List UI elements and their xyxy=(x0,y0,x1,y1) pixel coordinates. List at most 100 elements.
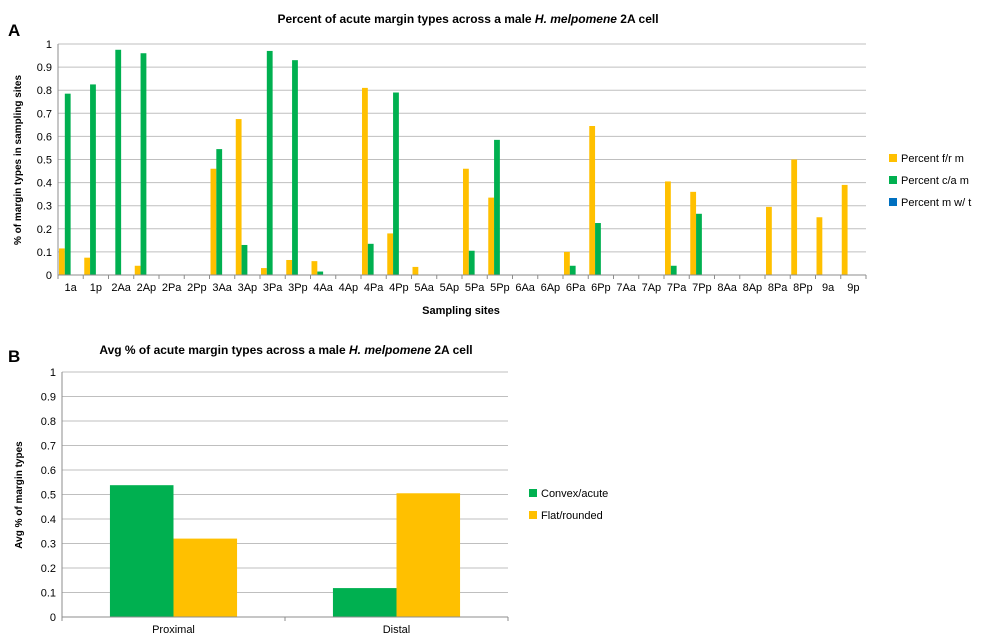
panel-a-x-tick-label: 7Aa xyxy=(616,282,636,294)
panel-a-legend-swatch xyxy=(889,198,897,206)
panel-b-y-tick-label: 0.1 xyxy=(41,588,56,600)
panel-a-y-tick-label: 0.8 xyxy=(37,85,52,97)
panel-a-letter: A xyxy=(8,21,20,40)
panel-a-bar xyxy=(241,244,248,275)
panel-a-bar xyxy=(841,184,848,275)
panel-b-title-post: 2A cell xyxy=(431,343,473,357)
panel-b-letter: B xyxy=(8,347,20,366)
panel-a-y-axis-label: % of margin types in sampling sites xyxy=(13,75,24,245)
panel-a-x-axis-label: Sampling sites xyxy=(422,305,500,317)
panel-b-y-tick-label: 0.8 xyxy=(41,416,56,428)
panel-a-x-tick-label: 7Pp xyxy=(692,282,712,294)
panel-a-x-tick-label: 5Pa xyxy=(465,282,485,294)
panel-a-x-tick-label: 1a xyxy=(65,282,78,294)
panel-a-bar xyxy=(766,206,772,275)
panel-a-bar xyxy=(317,271,324,275)
panel-b-y-axis-label: Avg % of margin types xyxy=(14,441,25,549)
panel-a-bar xyxy=(791,159,798,275)
panel-a-y-tick-label: 1 xyxy=(46,39,52,51)
panel-b-legend-swatch xyxy=(529,511,537,519)
panel-a-chart: 0 0.1 0.2 0.3 0.4 0.5 0.6 0.7 0.8 0.9 1 1a 1p 2Aa 2Ap 2… xyxy=(37,39,972,294)
panel-a-bar xyxy=(494,139,500,275)
panel-a-x-tick-label: 5Pp xyxy=(490,282,510,294)
panel-a-x-tick-label: 5Ap xyxy=(440,282,460,294)
panel-a-x-tick-label: 1p xyxy=(90,282,102,294)
panel-a-x-tick-label: 6Ap xyxy=(541,282,561,294)
panel-a-bar xyxy=(266,50,273,276)
panel-a-bar xyxy=(463,168,469,275)
panel-a-x-tick-label: 5Aa xyxy=(414,282,434,294)
panel-a-legend-swatch xyxy=(889,176,897,184)
panel-a-x-tick-label: 4Pp xyxy=(389,282,409,294)
panel-b-x-tick-label: Proximal xyxy=(152,624,195,636)
panel-a-bar xyxy=(816,217,823,275)
panel-b-y-tick-label: 0.5 xyxy=(41,490,56,502)
panel-b-y-tick-label: 0.9 xyxy=(41,392,56,404)
panel-b-title-pre: Avg % of acute margin types across a mal… xyxy=(99,343,349,357)
panel-a-y-tick-label: 0.3 xyxy=(37,201,52,213)
panel-a-y-tick-label: 0.2 xyxy=(37,224,52,236)
panel-b-y-tick-label: 0.6 xyxy=(41,465,56,477)
panel-a-bar xyxy=(311,261,318,275)
panel-a-x-tick-label: 7Ap xyxy=(642,282,662,294)
panel-a-bar xyxy=(393,92,399,275)
panel-a-bar xyxy=(216,149,223,275)
panel-a-x-tick-label: 3Pp xyxy=(288,282,308,294)
panel-a-x-tick-label: 4Aa xyxy=(313,282,333,294)
panel-b-bar xyxy=(173,538,238,617)
panel-a-bar xyxy=(292,60,298,275)
panel-b-title: Avg % of acute margin types across a mal… xyxy=(99,343,472,357)
panel-b-y-tick-label: 0.7 xyxy=(41,441,56,453)
panel-a-bar xyxy=(595,223,601,275)
panel-b-y-tick-label: 1 xyxy=(50,367,56,379)
panel-a-title-em: H. melpomene xyxy=(535,12,617,26)
panel-a-bar xyxy=(235,119,242,275)
panel-a-bar xyxy=(261,268,267,275)
panel-a-x-tick-label: 2Ap xyxy=(137,282,157,294)
panel-a-x-tick-label: 9p xyxy=(847,282,859,294)
panel-a-legend-label: Percent f/r m xyxy=(901,153,964,165)
panel-a-legend-label: Percent c/a m xyxy=(901,175,969,187)
panel-a-bar xyxy=(64,93,71,275)
panel-a-bar xyxy=(670,265,677,275)
panel-a-bar xyxy=(140,53,147,275)
panel-b-y-tick-label: 0.4 xyxy=(41,514,56,526)
panel-a-y-tick-label: 0.4 xyxy=(37,178,52,190)
panel-a-bar xyxy=(589,126,596,275)
panel-a-bar xyxy=(665,181,671,275)
panel-b-legend-swatch xyxy=(529,489,537,497)
panel-b-y-tick-label: 0 xyxy=(50,612,56,624)
panel-a-x-tick-label: 6Pa xyxy=(566,282,586,294)
panel-b-title-em: H. melpomene xyxy=(349,343,431,357)
panel-a-bar xyxy=(367,243,374,275)
panel-b-bar xyxy=(396,493,461,617)
panel-a-x-tick-label: 2Pa xyxy=(162,282,182,294)
panel-a-legend-label: Percent m w/ t xyxy=(901,197,971,209)
panel-a-bar xyxy=(696,213,702,275)
panel-a-bar xyxy=(210,168,217,275)
panel-a-bar xyxy=(59,248,65,275)
panel-a-legend-swatch xyxy=(889,154,897,162)
panel-a-x-tick-label: 9a xyxy=(822,282,835,294)
panel-a-bar xyxy=(690,191,697,275)
panel-a-x-tick-label: 3Ap xyxy=(238,282,258,294)
panel-a-bar xyxy=(362,87,368,275)
panel-a-y-tick-label: 0.7 xyxy=(37,108,52,120)
panel-a-bar xyxy=(90,84,96,275)
panel-a-y-tick-label: 0.6 xyxy=(37,131,52,143)
panel-a-x-tick-label: 3Pa xyxy=(263,282,283,294)
panel-a-bar xyxy=(115,49,122,276)
panel-a-bar xyxy=(286,259,293,275)
panel-a-bar xyxy=(569,265,576,275)
panel-a-x-tick-label: 8Aa xyxy=(717,282,737,294)
panel-a-x-tick-label: 8Pp xyxy=(793,282,813,294)
panel-a-x-tick-label: 8Pa xyxy=(768,282,788,294)
panel-a-bar xyxy=(488,197,495,275)
panel-a-x-tick-label: 2Aa xyxy=(111,282,131,294)
panel-a-y-tick-label: 0.1 xyxy=(37,247,52,259)
panel-b-y-tick-label: 0.2 xyxy=(41,563,56,575)
panel-a-bar xyxy=(387,233,394,275)
panel-b-y-tick-label: 0.3 xyxy=(41,539,56,551)
panel-a-bar xyxy=(564,251,570,275)
